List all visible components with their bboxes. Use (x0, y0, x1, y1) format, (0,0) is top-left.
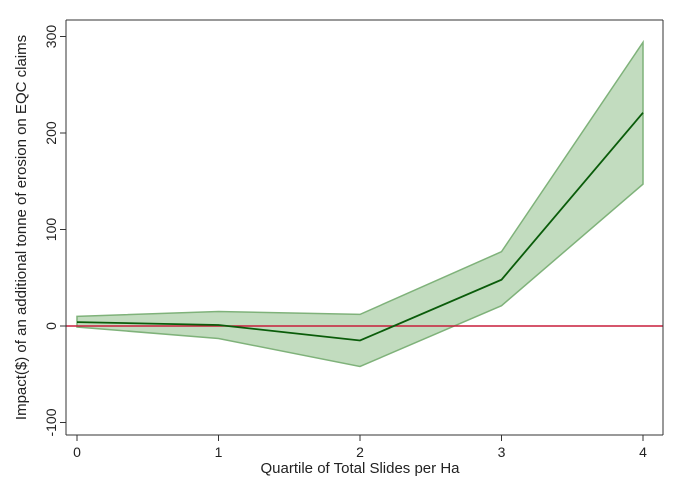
confidence-band-layer (76, 39, 644, 368)
y-tick-label-100: 100 (43, 218, 59, 242)
y-tick-label--100: -100 (43, 408, 59, 436)
x-axis-title: Quartile of Total Slides per Ha (261, 460, 461, 477)
axes-layer: 0 1 2 3 4 -100 0 100 200 300 (43, 19, 664, 460)
x-tick-label-0: 0 (73, 444, 81, 460)
confidence-band (76, 39, 644, 368)
y-tick-label-200: 200 (43, 121, 59, 145)
x-tick-label-4: 4 (639, 444, 647, 460)
x-tick-label-3: 3 (498, 444, 506, 460)
y-axis-title: Impact($) of an additional tonne of eros… (13, 35, 30, 420)
x-tick-label-1: 1 (215, 444, 223, 460)
x-tick-label-2: 2 (356, 444, 364, 460)
y-tick-label-0: 0 (43, 322, 59, 330)
y-tick-label-300: 300 (43, 25, 59, 49)
series-line-layer (76, 112, 644, 342)
